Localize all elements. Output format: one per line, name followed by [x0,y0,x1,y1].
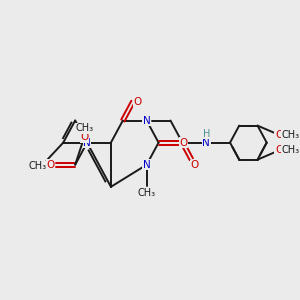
Text: N: N [202,138,210,148]
Text: CH₃: CH₃ [28,161,46,171]
Text: N: N [143,160,151,170]
Text: O: O [191,160,199,170]
Text: O: O [275,130,283,140]
Text: O: O [179,138,188,148]
Text: H: H [202,129,210,139]
Text: O: O [46,160,55,170]
Text: CH₃: CH₃ [281,130,299,140]
Text: O: O [275,145,283,155]
Text: O: O [80,132,88,142]
Text: CH₃: CH₃ [138,188,156,198]
Text: CH₃: CH₃ [281,145,299,155]
Text: CH₃: CH₃ [75,123,93,133]
Text: O: O [134,97,142,107]
Text: N: N [83,138,91,148]
Text: N: N [143,116,151,125]
